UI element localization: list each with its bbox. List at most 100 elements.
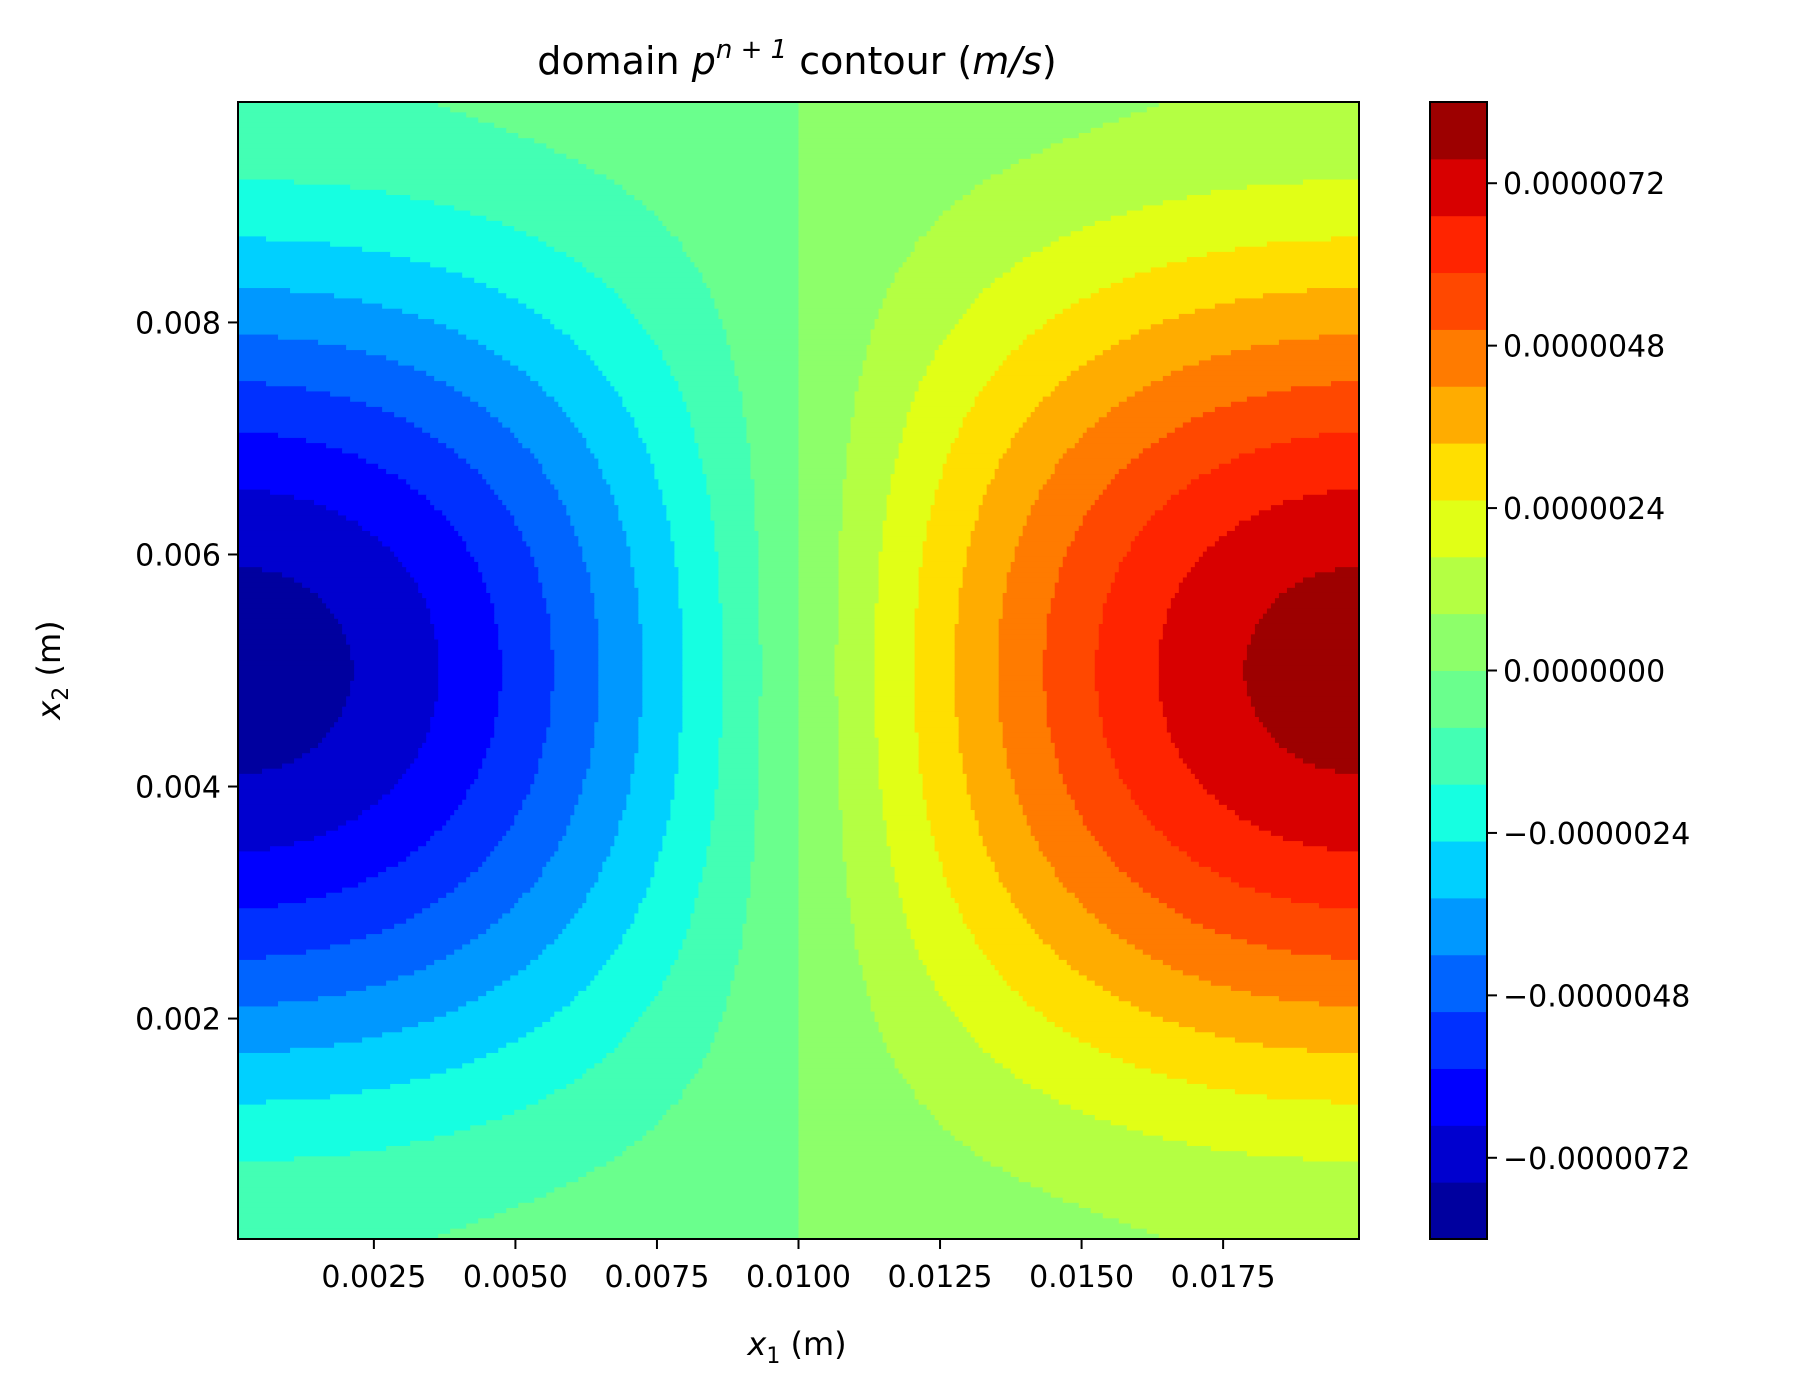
contour-cell xyxy=(394,923,491,930)
contour-cell xyxy=(726,996,800,1002)
contour-cell xyxy=(238,934,367,940)
contour-cell xyxy=(238,251,391,258)
contour-cell xyxy=(734,365,800,372)
contour-cell xyxy=(798,882,848,889)
contour-cell xyxy=(1094,675,1160,682)
contour-cell xyxy=(694,427,748,434)
contour-cell xyxy=(706,479,756,486)
contour-cell xyxy=(982,288,1100,294)
contour-cell xyxy=(914,391,980,398)
contour-cell xyxy=(1162,1135,1359,1142)
contour-cell xyxy=(290,1047,499,1054)
contour-cell xyxy=(498,711,551,718)
contour-cell xyxy=(546,474,603,480)
contour-cell xyxy=(974,1037,1080,1044)
contour-cell xyxy=(1066,448,1144,455)
contour-cell xyxy=(962,577,1008,584)
contour-cell xyxy=(342,448,455,455)
contour-cell xyxy=(738,381,800,387)
contour-cell xyxy=(734,370,800,377)
contour-cell xyxy=(454,448,531,455)
contour-cell xyxy=(238,525,363,532)
contour-cell xyxy=(574,1078,691,1085)
contour-cell xyxy=(438,649,503,656)
contour-cell xyxy=(758,711,800,718)
contour-cell xyxy=(1150,820,1252,827)
contour-cell xyxy=(1050,241,1268,248)
contour-cell xyxy=(614,1156,800,1163)
contour-cell xyxy=(1102,846,1180,852)
contour-cell xyxy=(238,494,295,501)
contour-cell xyxy=(798,463,848,470)
contour-cell xyxy=(1098,644,1160,651)
contour-cell xyxy=(546,737,595,744)
contour-cell xyxy=(1146,815,1240,821)
contour-cell xyxy=(418,846,495,852)
contour-cell xyxy=(278,432,431,439)
contour-cell xyxy=(714,794,760,801)
contour-cell xyxy=(474,1058,603,1064)
contour-cell xyxy=(798,499,844,506)
contour-cell xyxy=(946,458,1000,465)
contour-cell xyxy=(1022,1078,1188,1085)
contour-cell xyxy=(558,841,615,847)
contour-cell xyxy=(362,525,455,532)
contour-cell xyxy=(1058,567,1120,573)
contour-cell xyxy=(726,334,800,341)
contour-cell xyxy=(690,417,748,424)
contour-cell xyxy=(422,427,511,434)
contour-cell xyxy=(1050,391,1136,398)
contour-cell xyxy=(238,153,567,160)
contour-cell xyxy=(542,463,599,470)
contour-cell xyxy=(1158,696,1252,703)
contour-cell xyxy=(1026,918,1100,925)
contour-cell xyxy=(1094,422,1184,429)
contour-cell xyxy=(970,303,1072,310)
contour-cell xyxy=(346,820,447,827)
contour-cell xyxy=(882,1032,972,1039)
contour-cell xyxy=(798,996,872,1002)
contour-cell xyxy=(1118,567,1192,573)
contour-cell xyxy=(758,639,800,646)
contour-cell xyxy=(498,706,551,713)
contour-cell xyxy=(1118,866,1212,873)
contour-cell xyxy=(642,655,683,661)
contour-cell xyxy=(522,804,575,811)
contour-cell xyxy=(630,923,691,930)
contour-cell xyxy=(758,536,800,542)
contour-cell xyxy=(602,474,655,480)
contour-cell xyxy=(1042,670,1096,677)
contour-cell xyxy=(878,551,924,558)
contour-cell xyxy=(682,391,744,398)
contour-cell xyxy=(926,804,972,811)
contour-cell xyxy=(238,1032,383,1039)
contour-cell xyxy=(682,1089,800,1095)
contour-cell xyxy=(878,556,924,563)
contour-cell xyxy=(798,1192,1052,1199)
contour-cell xyxy=(954,706,1000,713)
contour-cell xyxy=(882,546,924,553)
contour-cell xyxy=(954,1135,1164,1142)
contour-cell xyxy=(282,763,411,770)
contour-cell xyxy=(994,965,1072,971)
contour-cell xyxy=(886,515,932,522)
contour-cell xyxy=(710,499,756,506)
contour-cell xyxy=(542,386,615,393)
contour-cell xyxy=(798,241,916,248)
contour-cell xyxy=(754,479,800,486)
contour-cell xyxy=(1094,835,1168,842)
contour-cell xyxy=(798,753,840,759)
contour-cell xyxy=(934,1114,1096,1121)
contour-cell xyxy=(238,272,463,279)
contour-cell xyxy=(1042,665,1096,672)
contour-cell xyxy=(238,375,435,382)
contour-cell xyxy=(978,1042,1092,1049)
contour-cell xyxy=(690,1078,800,1085)
contour-cell xyxy=(538,572,591,579)
contour-cell xyxy=(494,985,587,992)
contour-cell xyxy=(1074,804,1140,811)
contour-cell xyxy=(926,520,976,527)
contour-cell xyxy=(1018,536,1076,542)
contour-cell xyxy=(798,1202,1080,1209)
